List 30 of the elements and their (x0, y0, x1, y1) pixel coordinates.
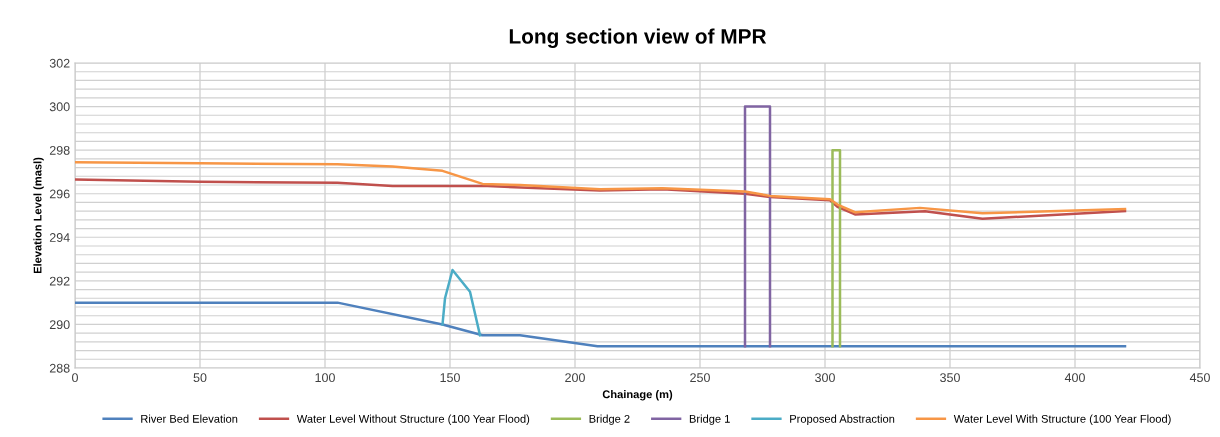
line-series (75, 301, 1127, 348)
x-tick-label: 450 (1189, 373, 1210, 383)
legend-label: River Bed Elevation (141, 414, 238, 423)
x-tick-label: 300 (815, 373, 835, 383)
legend-label: Bridge 2 (589, 414, 630, 425)
legend-label: Water Level With Structure (100 Year Flood) (953, 414, 1171, 425)
x-tick-label: 400 (1064, 373, 1085, 383)
x-tick-label: 50 (193, 373, 207, 383)
y-tick-label: 292 (49, 276, 70, 286)
y-axis-title: Elevation Level (masl) (33, 157, 44, 274)
x-tick-label: 200 (565, 373, 585, 383)
y-tick-label: 302 (49, 58, 70, 68)
x-tick-label: 350 (940, 373, 960, 383)
y-tick-label: 294 (49, 233, 70, 242)
x-axis-title: Chainage (m) (602, 390, 673, 401)
x-tick-label: 0 (72, 373, 78, 383)
legend-label: Bridge 1 (689, 414, 730, 425)
line-series (441, 268, 482, 337)
x-tick-label: 150 (440, 373, 460, 383)
legend-label: Water Level Without Structure (100 Year Flood) (296, 414, 530, 425)
chart-title: Long section view of MPR (509, 28, 767, 48)
legend-label: Proposed Abstraction (790, 414, 895, 425)
y-tick-label: 296 (49, 189, 70, 199)
y-tick-label: 288 (49, 363, 70, 373)
x-tick-label: 100 (315, 373, 335, 383)
y-tick-label: 298 (49, 145, 70, 155)
y-tick-label: 300 (49, 102, 70, 112)
line-series (75, 160, 1127, 215)
x-tick-label: 250 (690, 373, 710, 383)
y-tick-label: 290 (49, 320, 70, 330)
